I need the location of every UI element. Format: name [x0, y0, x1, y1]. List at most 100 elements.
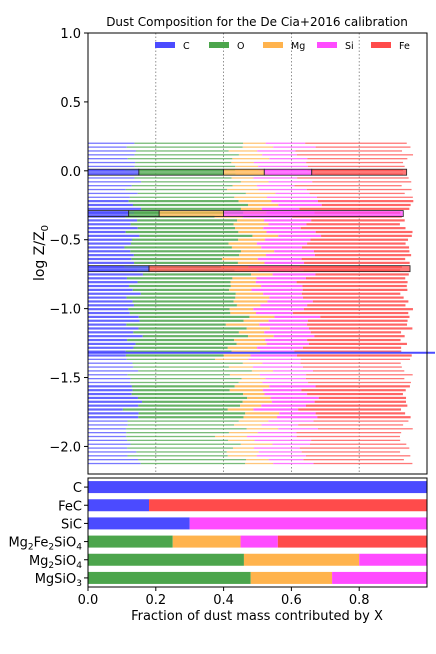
bg-bar-segment	[132, 203, 249, 207]
bg-bar-segment	[88, 396, 138, 400]
bg-bar-segment	[321, 203, 411, 207]
bg-bar-segment	[307, 165, 405, 168]
x-axis-label: Fraction of dust mass contributed by X	[131, 609, 383, 624]
bg-bar-segment	[88, 385, 132, 388]
bg-bar-segment	[127, 424, 235, 426]
bg-bar-segment	[265, 338, 308, 342]
bg-bar-segment	[122, 408, 228, 411]
bg-bar-segment	[268, 223, 307, 226]
bg-bar-segment	[245, 192, 276, 195]
highlighted-bar-segment-1	[87, 210, 130, 217]
composition-bar-segment	[149, 499, 427, 512]
bg-bar-segment	[88, 219, 138, 222]
bg-bar-segment	[133, 304, 237, 307]
bg-bar-segment	[276, 416, 318, 419]
bg-bar-segment	[240, 207, 262, 210]
bg-bar-segment	[88, 412, 139, 415]
bg-bar-segment	[313, 250, 410, 253]
bg-bar-segment	[129, 284, 231, 288]
bg-bar-segment	[248, 335, 274, 338]
bg-bar-segment	[308, 327, 413, 330]
bg-bar-segment	[264, 238, 311, 241]
bg-bar-segment	[273, 335, 315, 338]
bg-bar-segment	[233, 223, 269, 226]
composition-bar-segment	[172, 535, 241, 548]
bg-bar-segment	[305, 142, 407, 144]
bg-bar-segment	[264, 392, 308, 396]
bg-bar-segment	[278, 203, 322, 207]
bg-bar-segment	[88, 200, 129, 203]
bg-bar-segment	[225, 323, 260, 326]
bg-bar-segment	[240, 443, 273, 445]
bg-bar-segment	[238, 381, 263, 384]
bg-bar-segment	[137, 192, 246, 195]
bg-bar-segment	[262, 381, 309, 384]
bg-bar-segment	[243, 392, 265, 396]
bg-bar-segment	[135, 161, 232, 164]
bg-bar-segment	[302, 288, 408, 291]
bg-bar-segment	[261, 404, 306, 407]
bg-bar-segment	[310, 331, 402, 334]
legend-swatch-Mg	[263, 42, 283, 48]
bg-bar-segment	[88, 350, 126, 353]
bg-bar-segment	[278, 428, 318, 430]
y-tick-label: −2.0	[49, 440, 81, 455]
bg-bar-segment	[315, 230, 413, 234]
bg-bar-segment	[133, 366, 229, 368]
bg-bar-segment	[295, 150, 403, 152]
bg-bar-segment	[88, 400, 143, 403]
bg-bar-segment	[127, 374, 230, 376]
bg-bar-segment	[264, 331, 311, 334]
bg-bar-segment	[315, 273, 409, 276]
bg-bar-segment	[312, 370, 405, 372]
bg-bar-segment	[126, 146, 243, 148]
bg-bar-segment	[134, 165, 236, 168]
bg-bar-segment	[259, 350, 295, 353]
bg-bar-segment	[256, 242, 308, 245]
bg-bar-segment	[252, 234, 279, 237]
bg-bar-segment	[88, 203, 133, 207]
bg-bar-segment	[140, 292, 236, 295]
bg-bar-segment	[259, 323, 308, 326]
bg-bar-segment	[229, 374, 260, 376]
bg-bar-segment	[253, 161, 307, 164]
bg-bar-segment	[307, 323, 408, 326]
bg-bar-segment	[297, 354, 412, 357]
highlighted-bar-segment-1	[128, 210, 160, 217]
y-tick-label: −1.5	[49, 372, 81, 387]
bg-bar-segment	[256, 185, 295, 187]
bg-bar-segment	[231, 161, 254, 164]
composition-bar-segment	[240, 535, 278, 548]
bg-bar-segment	[138, 327, 247, 330]
bg-bar-segment	[257, 257, 302, 261]
bg-bar-segment	[88, 311, 130, 315]
bg-bar-segment	[88, 362, 133, 364]
bg-bar-segment	[88, 447, 128, 449]
bg-bar-segment	[137, 219, 238, 222]
bg-bar-segment	[88, 257, 132, 261]
bg-bar-segment	[231, 350, 260, 353]
main-plot-frame	[87, 32, 428, 475]
composition-plot-frame	[87, 477, 428, 588]
bg-bar-segment	[234, 385, 270, 388]
bg-bar-segment	[132, 288, 230, 291]
bg-bar-segment	[238, 154, 263, 156]
composition-bar-segment	[88, 571, 251, 584]
bg-bar-segment	[232, 277, 257, 280]
bg-bar-segment	[88, 342, 136, 346]
bg-bar-segment	[214, 435, 247, 438]
bg-bar-segment	[237, 261, 265, 264]
bg-bar-segment	[88, 366, 134, 368]
bg-bar-segment	[255, 281, 297, 284]
legend-swatch-Si	[317, 42, 337, 48]
bg-bar-segment	[305, 377, 405, 380]
bg-bar-segment	[314, 400, 406, 403]
highlighted-bar-segment-0	[311, 168, 408, 176]
bg-bar-segment	[302, 346, 402, 349]
bg-bar-segment	[129, 196, 235, 198]
bg-bar-segment	[253, 447, 300, 449]
bg-bar-segment	[236, 342, 267, 346]
composition-bar-segment	[88, 499, 150, 512]
bg-bar-segment	[138, 315, 250, 318]
